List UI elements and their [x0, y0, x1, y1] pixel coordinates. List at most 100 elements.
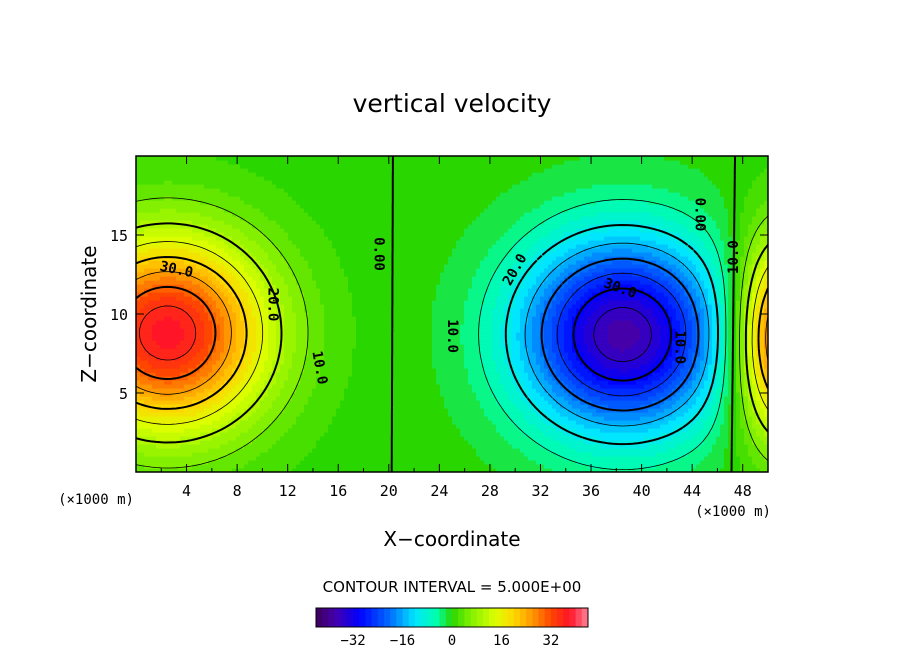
heatmap-cell — [148, 460, 153, 465]
heatmap-cell — [524, 376, 529, 381]
heatmap-cell — [336, 400, 341, 405]
heatmap-cell — [668, 400, 673, 405]
heatmap-cell — [700, 456, 705, 461]
heatmap-cell — [620, 432, 625, 437]
heatmap-cell — [208, 380, 213, 385]
heatmap-cell — [156, 424, 161, 429]
heatmap-cell — [224, 408, 229, 413]
heatmap-cell — [256, 464, 261, 469]
heatmap-cell — [592, 364, 597, 369]
heatmap-cell — [320, 456, 325, 461]
heatmap-cell — [412, 392, 417, 397]
heatmap-cell — [440, 356, 445, 361]
heatmap-cell — [480, 388, 485, 393]
heatmap-cell — [396, 356, 401, 361]
heatmap-cell — [156, 400, 161, 405]
heatmap-cell — [608, 400, 613, 405]
heatmap-cell — [432, 356, 437, 361]
heatmap-cell — [192, 380, 197, 385]
heatmap-cell — [448, 392, 453, 397]
heatmap-cell — [580, 388, 585, 393]
heatmap-cell — [348, 444, 353, 449]
heatmap-cell — [448, 376, 453, 381]
heatmap-cell — [304, 440, 309, 445]
heatmap-cell — [484, 464, 489, 469]
heatmap-cell — [524, 380, 529, 385]
heatmap-cell — [552, 412, 557, 417]
heatmap-cell — [424, 352, 429, 357]
heatmap-cell — [632, 396, 637, 401]
heatmap-cell — [508, 444, 513, 449]
heatmap-cell — [164, 420, 169, 425]
heatmap-cell — [268, 400, 273, 405]
heatmap-cell — [440, 456, 445, 461]
heatmap-cell — [508, 396, 513, 401]
heatmap-cell — [200, 372, 205, 377]
heatmap-cell — [264, 376, 269, 381]
heatmap-cell — [520, 396, 525, 401]
heatmap-cell — [432, 388, 437, 393]
heatmap-cell — [500, 360, 505, 365]
heatmap-cell — [700, 452, 705, 457]
heatmap-cell — [496, 388, 501, 393]
heatmap-cell — [716, 460, 721, 465]
heatmap-cell — [352, 376, 357, 381]
heatmap-cell — [708, 464, 713, 469]
heatmap-cell — [512, 464, 517, 469]
heatmap-cell — [572, 452, 577, 457]
heatmap-cell — [636, 464, 641, 469]
heatmap-cell — [216, 356, 221, 361]
heatmap-cell — [712, 348, 717, 353]
heatmap-cell — [296, 368, 301, 373]
heatmap-cell — [748, 460, 753, 465]
heatmap-cell — [568, 360, 573, 365]
heatmap-cell — [328, 416, 333, 421]
heatmap-cell — [360, 420, 365, 425]
heatmap-cell — [588, 376, 593, 381]
heatmap-cell — [496, 392, 501, 397]
heatmap-cell — [684, 416, 689, 421]
heatmap-cell — [692, 440, 697, 445]
heatmap-cell — [452, 432, 457, 437]
heatmap-cell — [460, 440, 465, 445]
heatmap-cell — [596, 368, 601, 373]
heatmap-cell — [452, 392, 457, 397]
heatmap-cell — [724, 412, 729, 417]
heatmap-cell — [592, 400, 597, 405]
heatmap-cell — [140, 348, 145, 353]
heatmap-cell — [616, 368, 621, 373]
heatmap-cell — [216, 360, 221, 365]
heatmap-cell — [428, 356, 433, 361]
heatmap-cell — [424, 384, 429, 389]
heatmap-cell — [664, 388, 669, 393]
heatmap-cell — [552, 448, 557, 453]
heatmap-cell — [460, 408, 465, 413]
heatmap-cell — [616, 364, 621, 369]
heatmap-cell — [592, 460, 597, 465]
heatmap-cell — [384, 420, 389, 425]
heatmap-cell — [580, 352, 585, 357]
heatmap-cell — [340, 428, 345, 433]
heatmap-cell — [252, 376, 257, 381]
heatmap-cell — [548, 400, 553, 405]
heatmap-cell — [192, 396, 197, 401]
heatmap-cell — [416, 460, 421, 465]
heatmap-cell — [416, 360, 421, 365]
heatmap-cell — [364, 420, 369, 425]
heatmap-cell — [340, 404, 345, 409]
heatmap-cell — [336, 416, 341, 421]
heatmap-cell — [548, 440, 553, 445]
heatmap-cell — [356, 364, 361, 369]
heatmap-cell — [276, 436, 281, 441]
heatmap-cell — [192, 408, 197, 413]
heatmap-cell — [632, 464, 637, 469]
heatmap-cell — [560, 440, 565, 445]
heatmap-cell — [624, 412, 629, 417]
heatmap-cell — [556, 460, 561, 465]
heatmap-cell — [380, 388, 385, 393]
heatmap-cell — [420, 384, 425, 389]
heatmap-cell — [352, 456, 357, 461]
heatmap-cell — [376, 368, 381, 373]
heatmap-cell — [324, 428, 329, 433]
heatmap-cell — [576, 424, 581, 429]
